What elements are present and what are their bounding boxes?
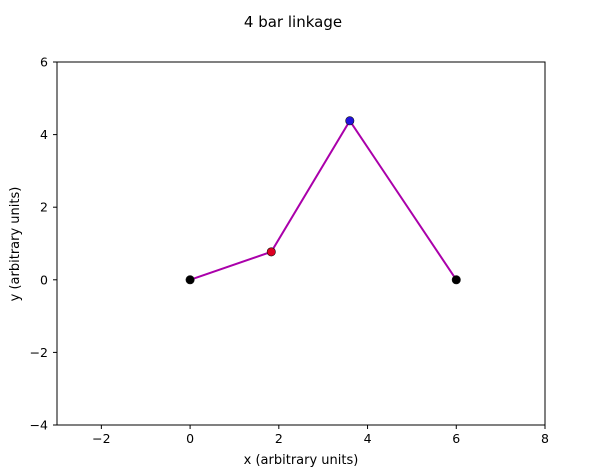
- series-layer: [189, 118, 458, 281]
- linkage-bars-line: [189, 118, 458, 281]
- y-axis: −4 −2 0 2 4 6: [30, 55, 57, 433]
- chart-title: 4 bar linkage: [244, 13, 342, 31]
- x-tick-label: 2: [275, 431, 283, 446]
- joint-layer: [185, 116, 461, 285]
- plot-background: [57, 62, 545, 425]
- x-tick-label: 0: [186, 431, 194, 446]
- x-tick-label: 6: [452, 431, 460, 446]
- y-tick-label: 4: [40, 127, 48, 142]
- x-axis-label: x (arbitrary units): [244, 453, 359, 468]
- joint-point-1: [266, 247, 276, 257]
- x-axis: −2 0 2 4 6 8: [92, 425, 549, 446]
- x-tick-label: 4: [364, 431, 372, 446]
- joint-point-2: [345, 116, 355, 126]
- joint-point-3: [451, 275, 461, 285]
- x-tick-label: 8: [541, 431, 549, 446]
- y-tick-label: 6: [40, 55, 48, 70]
- plot-frame: [56, 61, 546, 426]
- y-tick-label: 2: [40, 200, 48, 215]
- y-tick-label: −2: [30, 345, 48, 360]
- y-tick-label: −4: [30, 418, 48, 433]
- y-axis-label: y (arbitrary units): [8, 187, 23, 302]
- y-tick-label: 0: [40, 272, 48, 287]
- x-tick-label: −2: [92, 431, 110, 446]
- plot-area: [56, 61, 546, 426]
- joint-point-0: [185, 275, 195, 285]
